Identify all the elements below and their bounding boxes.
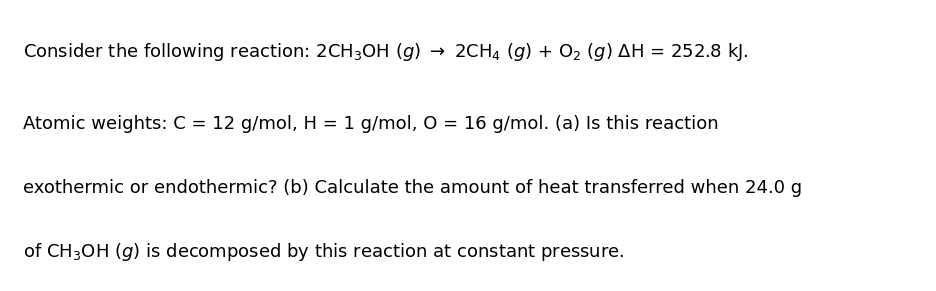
Text: exothermic or endothermic? (b) Calculate the amount of heat transferred when 24.: exothermic or endothermic? (b) Calculate… [23, 179, 802, 197]
Text: Consider the following reaction: 2CH$_3$OH ($g$) $\rightarrow$ 2CH$_4$ ($g$) + O: Consider the following reaction: 2CH$_3$… [23, 41, 748, 63]
Text: of CH$_3$OH ($g$) is decomposed by this reaction at constant pressure.: of CH$_3$OH ($g$) is decomposed by this … [23, 241, 624, 263]
Text: Atomic weights: C = 12 g/mol, H = 1 g/mol, O = 16 g/mol. (a) Is this reaction: Atomic weights: C = 12 g/mol, H = 1 g/mo… [23, 115, 718, 133]
